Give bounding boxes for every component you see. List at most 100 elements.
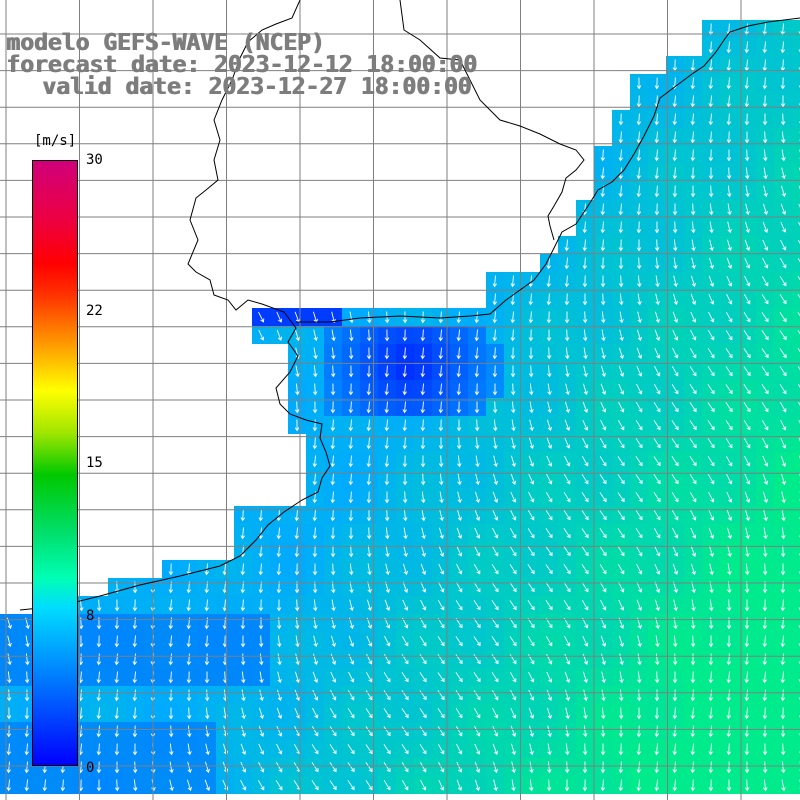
wind-arrow (401, 708, 409, 719)
wind-arrow (618, 221, 624, 234)
wind-arrow (762, 707, 768, 720)
wind-arrow (546, 707, 552, 720)
wind-arrow (528, 437, 534, 450)
wind-arrow (527, 564, 535, 575)
wind-arrow (600, 599, 607, 611)
wind-arrow (617, 456, 625, 467)
wind-arrow (401, 762, 409, 773)
wind-arrow (349, 311, 354, 324)
wind-arrow (599, 437, 607, 449)
wind-arrow (384, 509, 390, 522)
wind-arrow (367, 545, 372, 558)
wind-arrow (312, 563, 318, 576)
wind-arrow (582, 239, 587, 252)
wind-arrow (654, 311, 660, 324)
wind-arrow (313, 599, 318, 612)
wind-arrow (473, 690, 481, 701)
wind-arrow (6, 779, 11, 792)
wind-arrow (527, 582, 535, 593)
wind-arrow (330, 653, 337, 666)
wind-arrow (222, 599, 227, 612)
wind-arrow (690, 779, 696, 792)
wind-arrow (708, 509, 715, 521)
wind-arrow (726, 77, 731, 90)
wind-arrow (312, 455, 317, 468)
wind-arrow (708, 185, 714, 198)
wind-arrow (781, 761, 786, 774)
wind-arrow (581, 582, 589, 593)
wind-arrow (744, 455, 751, 467)
wind-arrow (420, 437, 426, 450)
ocean-cell (792, 686, 800, 704)
wind-arrow (6, 743, 12, 756)
wind-arrow (456, 743, 463, 755)
wind-arrow (474, 311, 479, 324)
wind-arrow (168, 653, 173, 666)
wind-arrow (366, 347, 372, 360)
wind-arrow (493, 455, 498, 468)
wind-arrow (276, 599, 282, 612)
wind-arrow (600, 203, 605, 216)
wind-arrow (617, 438, 625, 449)
wind-arrow (582, 437, 589, 449)
wind-arrow (673, 257, 678, 270)
wind-arrow (581, 564, 589, 575)
wind-arrow (455, 581, 463, 593)
wind-arrow (420, 545, 426, 558)
wind-arrow (528, 293, 533, 306)
wind-arrow (384, 329, 390, 342)
wind-arrow (529, 383, 534, 396)
wind-arrow (672, 707, 678, 720)
wind-arrow (491, 689, 499, 701)
wind-arrow (690, 131, 695, 144)
wind-arrow (690, 707, 695, 720)
wind-arrow (709, 221, 714, 234)
wind-arrow (690, 185, 696, 198)
wind-arrow (707, 329, 715, 341)
wind-arrow (600, 761, 606, 774)
wind-arrow (348, 347, 354, 360)
wind-arrow (691, 239, 696, 252)
wind-arrow (347, 744, 355, 755)
wind-arrow (654, 725, 660, 738)
wind-arrow (132, 761, 138, 774)
wind-arrow (636, 563, 643, 575)
wind-arrow (761, 330, 769, 341)
wind-arrow (690, 149, 696, 162)
wind-arrow (312, 689, 319, 701)
wind-arrow (365, 708, 373, 719)
wind-arrow (438, 365, 443, 378)
wind-arrow (653, 456, 661, 467)
wind-arrow (546, 437, 553, 450)
ocean-cell (792, 650, 800, 668)
wind-arrow (528, 671, 535, 683)
ocean-cell (792, 542, 800, 560)
ocean-cell (792, 164, 800, 182)
wind-arrow (437, 599, 445, 611)
wind-arrow (132, 743, 138, 756)
wind-arrow (672, 653, 678, 666)
wind-arrow (24, 671, 30, 684)
wind-arrow (583, 365, 588, 378)
wind-arrow (654, 707, 660, 720)
coastline-river-plate (296, 17, 800, 323)
wind-arrow (618, 779, 623, 792)
wind-arrow (744, 743, 750, 756)
wind-arrow (762, 113, 768, 126)
wind-arrow (762, 599, 768, 612)
wind-arrow (96, 761, 102, 774)
wind-arrow (96, 707, 101, 720)
wind-arrow (690, 77, 695, 90)
wind-arrow (798, 643, 800, 647)
wind-arrow (437, 743, 445, 755)
wind-arrow (510, 455, 516, 468)
wind-arrow (727, 203, 732, 216)
wind-arrow (761, 275, 769, 287)
wind-arrow (690, 113, 695, 126)
wind-arrow (384, 635, 391, 647)
wind-arrow (24, 779, 29, 792)
wind-arrow (402, 383, 407, 396)
wind-arrow (438, 761, 445, 773)
wind-arrow (619, 689, 624, 702)
wind-arrow (509, 582, 517, 593)
